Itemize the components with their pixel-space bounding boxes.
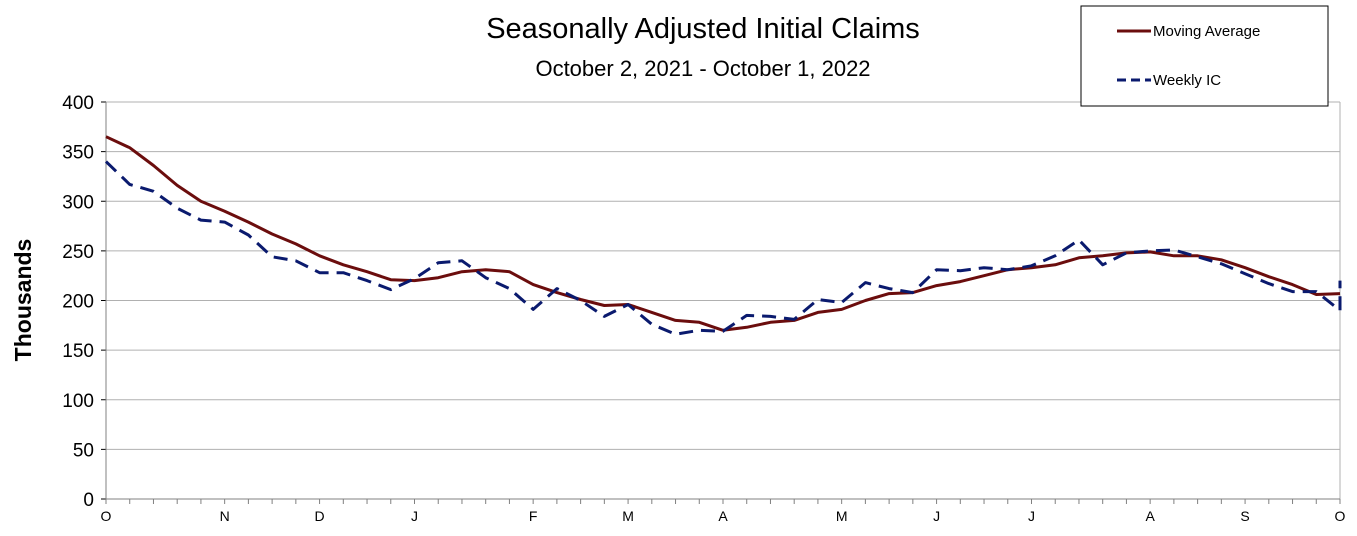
- x-tick-label-A: A: [718, 508, 728, 524]
- y-tick-labels: 0 50 100 150 200 250 300 350 400: [62, 93, 94, 511]
- x-tick-label-M: M: [622, 508, 634, 524]
- x-tick-label-S: S: [1240, 508, 1249, 524]
- series-line-moving-average: [105, 135, 1341, 332]
- gridlines: [106, 101, 1340, 450]
- x-tick-label-F: F: [529, 508, 538, 524]
- y-tick-label-400: 400: [62, 93, 94, 114]
- x-tick-label-J: J: [1028, 508, 1035, 524]
- y-tick-label-50: 50: [73, 440, 94, 461]
- x-tick-label-O: O: [101, 508, 112, 524]
- chart-subtitle: October 2, 2021 - October 1, 2022: [535, 56, 870, 81]
- y-tick-label-150: 150: [62, 341, 94, 362]
- y-tick-label-250: 250: [62, 242, 94, 263]
- y-axis-label: Thousands: [10, 239, 36, 362]
- axes: [101, 101, 1341, 504]
- series-lines: [104, 135, 1342, 336]
- y-tick-label-100: 100: [62, 391, 94, 412]
- series-line-weekly-ic: [104, 160, 1342, 336]
- x-tick-label-J: J: [411, 508, 418, 524]
- x-tick-label-N: N: [220, 508, 230, 524]
- legend-label-weekly-ic: Weekly IC: [1153, 72, 1221, 89]
- x-tick-label-D: D: [315, 508, 325, 524]
- y-tick-label-200: 200: [62, 292, 94, 313]
- legend: Moving Average Weekly IC: [1080, 5, 1329, 107]
- y-tick-label-0: 0: [83, 490, 94, 511]
- legend-box: [1080, 5, 1329, 107]
- x-tick-label-A: A: [1145, 508, 1155, 524]
- chart-title: Seasonally Adjusted Initial Claims: [486, 13, 920, 45]
- y-tick-label-300: 300: [62, 192, 94, 213]
- x-tick-label-J: J: [933, 508, 940, 524]
- x-tick-label-O: O: [1335, 508, 1346, 524]
- y-tick-label-350: 350: [62, 143, 94, 164]
- x-tick-label-M: M: [836, 508, 848, 524]
- legend-label-moving-average: Moving Average: [1153, 23, 1260, 40]
